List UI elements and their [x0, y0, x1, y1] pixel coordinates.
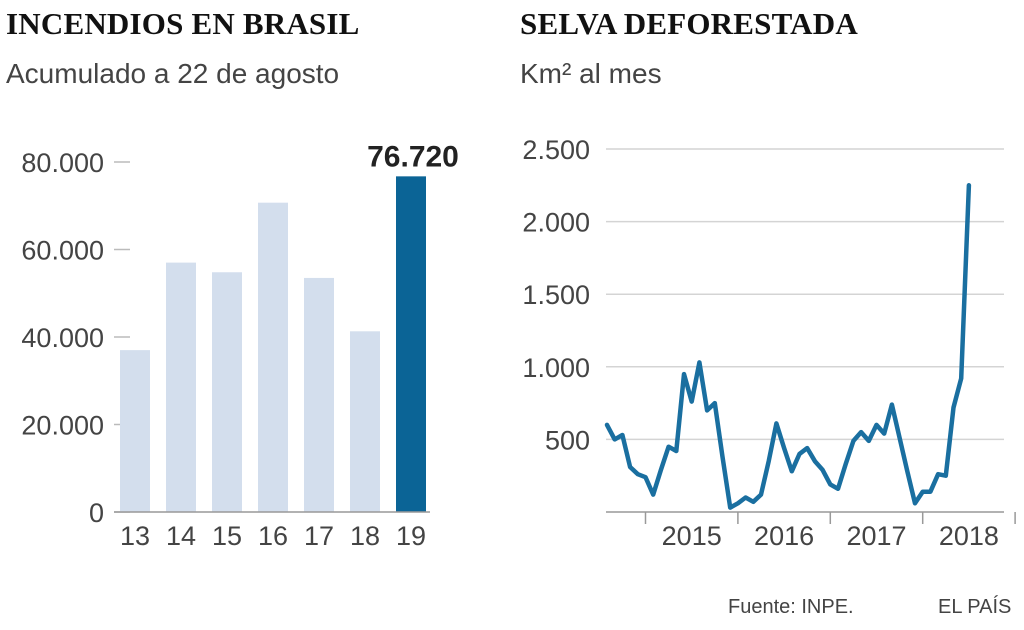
x-tick-label: 17 [304, 521, 334, 551]
x-tick-label: 13 [120, 521, 150, 551]
x-tick-label: 18 [350, 521, 380, 551]
x-tick-label: 2017 [846, 521, 906, 551]
x-tick-label: 2015 [662, 521, 722, 551]
x-tick-label: 15 [212, 521, 242, 551]
y-tick-label: 0 [89, 498, 104, 528]
right-chart-subtitle: Km² al mes [520, 58, 662, 89]
data-label: 76.720 [367, 140, 459, 173]
bar [258, 202, 288, 512]
y-tick-label: 20.000 [21, 411, 104, 441]
x-tick-label: 2016 [754, 521, 814, 551]
x-tick-label: 2018 [939, 521, 999, 551]
bar [350, 331, 380, 512]
left-chart-title: INCENDIOS EN BRASIL [6, 6, 360, 41]
x-tick-label: 14 [166, 521, 196, 551]
y-tick-label: 2.000 [522, 208, 590, 238]
bar [166, 262, 196, 512]
bar [212, 272, 242, 512]
y-tick-label: 60.000 [21, 236, 104, 266]
y-tick-label: 500 [545, 425, 590, 455]
y-tick-label: 40.000 [21, 323, 104, 353]
y-tick-label: 1.500 [522, 280, 590, 310]
bar-highlight [396, 176, 426, 512]
series-line [604, 183, 972, 510]
left-chart-subtitle: Acumulado a 22 de agosto [6, 58, 340, 89]
right-chart-title: SELVA DEFORESTADA [520, 6, 858, 41]
y-tick-label: 80.000 [21, 148, 104, 178]
x-tick-label: 19 [396, 521, 426, 551]
bar [120, 350, 150, 512]
source-note: Fuente: INPE. [728, 596, 854, 618]
publisher-credit: EL PAÍS [938, 596, 1012, 618]
x-tick-label: 16 [258, 521, 288, 551]
bar [304, 277, 334, 512]
y-tick-label: 1.000 [522, 353, 590, 383]
y-tick-label: 2.500 [522, 135, 590, 165]
